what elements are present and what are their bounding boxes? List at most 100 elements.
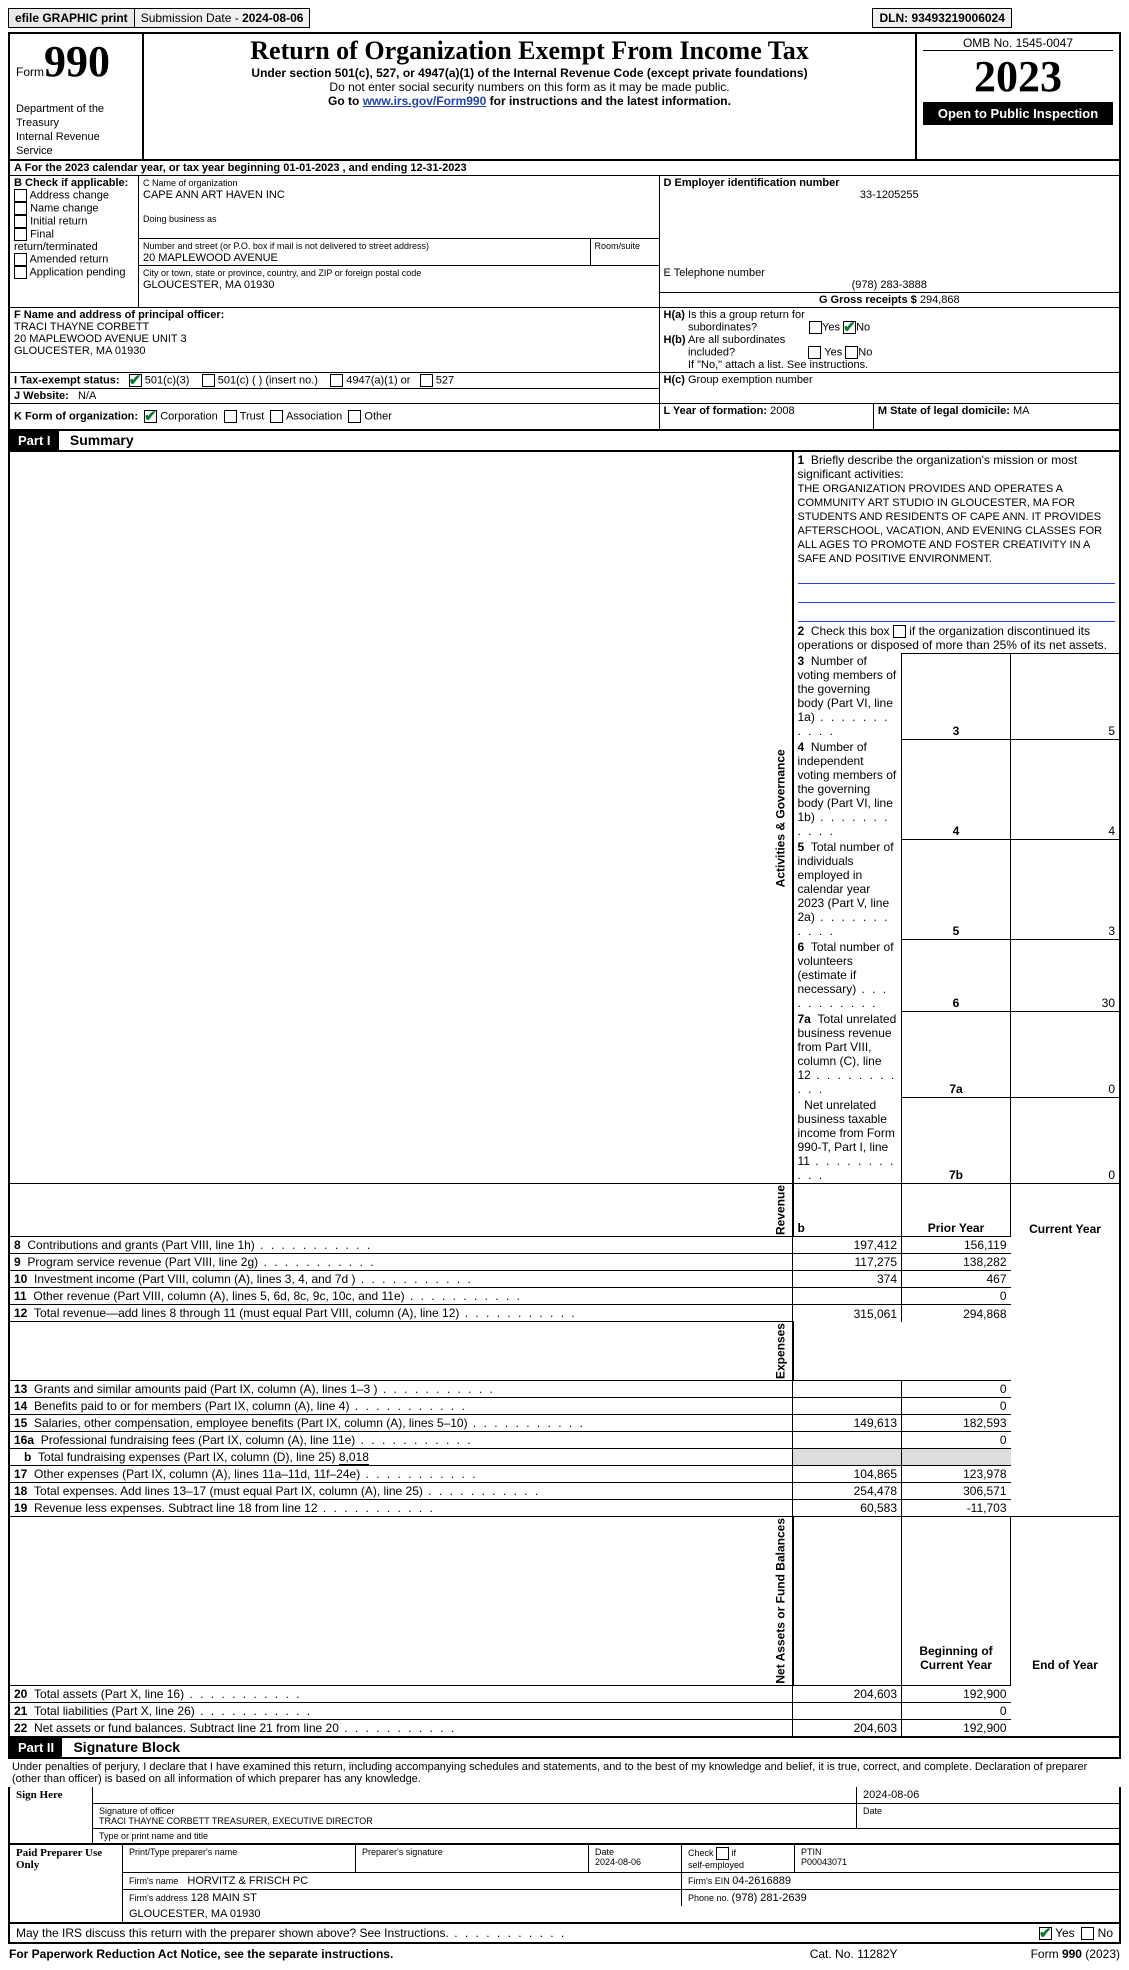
d-ein-label: D Employer identification number (664, 177, 840, 189)
col-prior-year: Prior Year (902, 1184, 1011, 1237)
phone-value: (978) 283-3888 (664, 279, 1115, 291)
cb-discuss-yes[interactable] (1039, 1927, 1052, 1940)
room-label: Room/suite (595, 241, 641, 251)
omb-number: OMB No. 1545-0047 (923, 36, 1113, 51)
firm-city: GLOUCESTER, MA 01930 (123, 1906, 1121, 1923)
header-info-block: A For the 2023 calendar year, or tax yea… (8, 161, 1121, 431)
footer-form: Form 990 (2023) (942, 1946, 1121, 1962)
subtitle-3: Go to www.irs.gov/Form990 for instructio… (150, 94, 909, 108)
line-14: 14 Benefits paid to or for members (Part… (9, 1398, 793, 1415)
part2-title: Signature Block (65, 1739, 180, 1755)
col-end-year: End of Year (1011, 1517, 1121, 1673)
footer-paperwork: For Paperwork Reduction Act Notice, see … (8, 1946, 766, 1962)
cb-ha-yes[interactable] (809, 321, 822, 334)
line-4: 4 Number of independent voting members o… (793, 739, 902, 839)
firm-name: HORVITZ & FRISCH PC (187, 1875, 308, 1887)
cb-discontinued[interactable] (893, 625, 906, 638)
submission-date-cell: Submission Date - 2024-08-06 (134, 9, 310, 28)
line-13: 13 Grants and similar amounts paid (Part… (9, 1381, 793, 1398)
officer-addr1: 20 MAPLEWOOD AVENUE UNIT 3 (14, 333, 187, 345)
l-year-formation: L Year of formation: 2008 (659, 403, 873, 430)
cb-self-employed[interactable] (716, 1847, 729, 1860)
part2-head: Part II (10, 1738, 62, 1757)
dept-treasury: Department of the Treasury Internal Reve… (16, 103, 104, 157)
street-value: 20 MAPLEWOOD AVENUE (143, 252, 278, 264)
h-group-return: H(a) Is this a group return for subordin… (659, 307, 1120, 372)
line-7b: Net unrelated business taxable income fr… (793, 1097, 902, 1184)
part1-summary-table: Activities & Governance 1 Briefly descri… (8, 452, 1121, 1739)
city-label: City or town, state or province, country… (143, 268, 421, 278)
cb-hb-yes[interactable] (808, 346, 821, 359)
line-11: 11 Other revenue (Part VIII, column (A),… (9, 1288, 793, 1305)
cb-name-change[interactable] (14, 202, 27, 215)
line-8: 8 Contributions and grants (Part VIII, l… (9, 1237, 793, 1254)
subtitle-1: Under section 501(c), 527, or 4947(a)(1)… (150, 66, 909, 80)
signature-block: Sign Here 2024-08-06 Signature of office… (8, 1787, 1121, 1845)
line-12: 12 Total revenue—add lines 8 through 11 … (9, 1305, 793, 1322)
g-gross-value: 294,868 (920, 294, 960, 306)
irs-discuss-line: May the IRS discuss this return with the… (9, 1924, 987, 1943)
cb-hb-no[interactable] (845, 346, 858, 359)
officer-sig-name: TRACI THAYNE CORBETT TREASURER, EXECUTIV… (99, 1816, 373, 1826)
cb-ha-no[interactable] (843, 321, 856, 334)
j-website-label: J Website: (14, 390, 69, 402)
officer-name: TRACI THAYNE CORBETT (14, 321, 149, 333)
cb-assoc[interactable] (270, 410, 283, 423)
cb-initial-return[interactable] (14, 215, 27, 228)
paid-preparer-label: Paid Preparer Use Only (9, 1845, 123, 1923)
line-10: 10 Investment income (Part VIII, column … (9, 1271, 793, 1288)
i-tax-exempt-status: I Tax-exempt status: 501(c)(3) 501(c) ( … (9, 372, 659, 388)
form-title-block: Form990 Department of the Treasury Inter… (8, 32, 1121, 161)
dba-label: Doing business as (143, 214, 217, 224)
officer-addr2: GLOUCESTER, MA 01930 (14, 345, 145, 357)
cb-501c[interactable] (202, 374, 215, 387)
ptin-value: P00043071 (801, 1857, 847, 1867)
cb-527[interactable] (420, 374, 433, 387)
rotate-net-assets: Net Assets or Fund Balances (9, 1517, 793, 1686)
k-form-org: K Form of organization: Corporation Trus… (9, 403, 659, 430)
form-label: Form (16, 65, 44, 79)
tax-year: 2023 (923, 51, 1113, 102)
g-gross-label: G Gross receipts $ (819, 294, 920, 306)
cb-corp[interactable] (144, 410, 157, 423)
line1-mission-label: 1 Briefly describe the organization's mi… (793, 452, 1121, 566)
line-20: 20 Total assets (Part X, line 16) (9, 1686, 793, 1703)
part1-title: Summary (62, 432, 134, 448)
efile-graphic-print[interactable]: efile GRAPHIC print (9, 9, 135, 28)
line-18: 18 Total expenses. Add lines 13–17 (must… (9, 1483, 793, 1500)
f-officer-label: F Name and address of principal officer: (14, 309, 224, 321)
street-label: Number and street (or P.O. box if mail i… (143, 241, 429, 251)
cb-4947[interactable] (330, 374, 343, 387)
cb-501c3[interactable] (129, 374, 142, 387)
dln-cell: DLN: 93493219006024 (873, 9, 1011, 28)
cb-app-pending[interactable] (14, 266, 27, 279)
cb-discuss-no[interactable] (1081, 1927, 1094, 1940)
line-5: 5 Total number of individuals employed i… (793, 839, 902, 939)
line-15: 15 Salaries, other compensation, employe… (9, 1415, 793, 1432)
line-7a: 7a Total unrelated business revenue from… (793, 1011, 902, 1097)
rotate-governance: Activities & Governance (9, 452, 793, 1184)
m-state-domicile: M State of legal domicile: MA (873, 403, 1120, 430)
website-value: N/A (78, 390, 96, 402)
sign-here-label: Sign Here (9, 1787, 93, 1844)
footer-catno: Cat. No. 11282Y (766, 1946, 942, 1962)
ein-value: 33-1205255 (664, 189, 1115, 201)
cb-address-change[interactable] (14, 189, 27, 202)
rotate-revenue: Revenue (9, 1184, 793, 1237)
efile-header-bar: efile GRAPHIC print Submission Date - 20… (8, 8, 1012, 28)
tax-year-line: A For the 2023 calendar year, or tax yea… (9, 161, 1120, 176)
cb-final-return[interactable] (14, 228, 27, 241)
irs-link[interactable]: www.irs.gov/Form990 (363, 94, 487, 108)
line-22: 22 Net assets or fund balances. Subtract… (9, 1720, 793, 1738)
line2-checkbox-row: 2 Check this box if the organization dis… (793, 623, 1121, 654)
cb-amended[interactable] (14, 253, 27, 266)
sig-date-value: 2024-08-06 (857, 1787, 1121, 1804)
cb-other[interactable] (348, 410, 361, 423)
mission-text: THE ORGANIZATION PROVIDES AND OPERATES A… (798, 483, 1103, 565)
section-b-checkboxes: B Check if applicable: Address change Na… (9, 176, 139, 308)
line-16a: 16a Professional fundraising fees (Part … (9, 1432, 793, 1449)
c-name-label: C Name of organization (143, 178, 238, 188)
paid-preparer-block: Paid Preparer Use Only Print/Type prepar… (8, 1845, 1121, 1924)
firm-phone: (978) 281-2639 (732, 1892, 807, 1904)
cb-trust[interactable] (224, 410, 237, 423)
